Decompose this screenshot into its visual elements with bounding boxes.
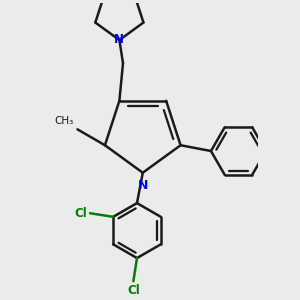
Text: N: N [114, 33, 124, 46]
Text: Cl: Cl [74, 207, 87, 220]
Text: N: N [138, 178, 149, 191]
Text: CH₃: CH₃ [55, 116, 74, 126]
Text: Cl: Cl [127, 284, 140, 297]
